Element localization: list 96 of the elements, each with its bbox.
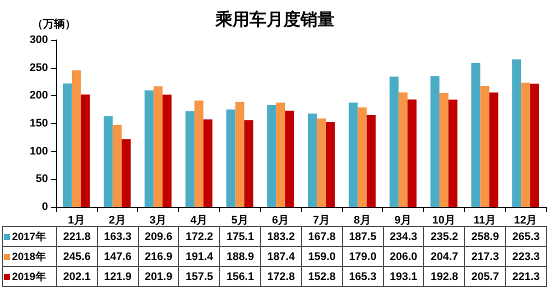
bar (122, 139, 131, 207)
x-tick-label: 3月 (150, 214, 167, 226)
bar (521, 82, 530, 207)
x-tick-label: 5月 (231, 214, 248, 226)
x-tick-label: 6月 (272, 214, 290, 226)
data-label: 165.3 (342, 266, 384, 286)
bar (316, 118, 326, 207)
x-tick-label: 12月 (514, 214, 538, 226)
bar (144, 90, 154, 207)
bar (80, 94, 90, 207)
bar (348, 102, 358, 207)
data-label: 234.3 (383, 226, 424, 246)
data-label: 245.6 (56, 246, 98, 266)
data-label: 183.2 (260, 226, 302, 246)
bar (366, 114, 376, 207)
bar (530, 84, 540, 207)
x-tick-label: 10月 (432, 214, 456, 226)
bar (203, 119, 212, 207)
legend-label: 2017年 (2, 226, 56, 246)
bar (112, 124, 122, 207)
data-label: 187.5 (342, 226, 384, 246)
data-label: 265.3 (506, 226, 546, 246)
data-label: 221.8 (56, 226, 98, 246)
x-tick-label: 2月 (108, 214, 126, 226)
y-tick-label: 250 (30, 62, 48, 74)
legend-label: 2019年 (2, 266, 56, 286)
data-label: 193.1 (383, 266, 424, 286)
data-label: 172.8 (260, 266, 302, 286)
data-label: 202.1 (56, 266, 98, 286)
bar (276, 102, 286, 207)
y-tick-label: 50 (36, 173, 48, 186)
bar (439, 93, 448, 207)
bar (358, 107, 367, 207)
y-tick-label: 0 (42, 201, 48, 213)
data-label: 192.8 (424, 266, 465, 286)
bar (471, 62, 480, 207)
y-tick-label: 300 (30, 34, 48, 46)
x-tick-label: 4月 (190, 214, 208, 226)
y-tick-label: 150 (30, 118, 48, 130)
bar (194, 100, 204, 207)
data-label: 204.7 (424, 246, 465, 266)
y-axis-title: （万辆） (32, 18, 76, 30)
data-label: 152.8 (301, 266, 342, 286)
data-label: 191.4 (178, 246, 220, 266)
x-tick-label: 1月 (68, 214, 85, 226)
bar (185, 111, 194, 207)
data-label: 216.9 (138, 246, 179, 266)
bar (398, 92, 408, 207)
data-label: 187.4 (260, 246, 302, 266)
x-tick-label: 11月 (473, 214, 496, 226)
bar (235, 102, 244, 207)
data-label: 188.9 (220, 246, 261, 266)
data-label: 217.3 (464, 246, 506, 266)
bar (448, 100, 458, 207)
bar (162, 94, 172, 207)
data-label: 121.9 (97, 266, 138, 286)
bar (512, 59, 522, 207)
data-label: 167.8 (301, 226, 342, 246)
data-label: 157.5 (178, 266, 220, 286)
data-label: 159.0 (301, 246, 342, 266)
data-label: 258.9 (464, 226, 506, 246)
bar (480, 86, 490, 207)
bar (430, 76, 440, 207)
data-label: 179.0 (342, 246, 384, 266)
data-label: 156.1 (220, 266, 261, 286)
bar (326, 122, 335, 207)
bar (408, 100, 417, 207)
data-label: 221.3 (506, 266, 546, 286)
x-tick-label: 9月 (394, 214, 412, 226)
bar (244, 120, 254, 207)
bar (104, 116, 113, 207)
data-label: 147.6 (97, 246, 138, 266)
data-label: 205.7 (464, 266, 506, 286)
bar (72, 70, 81, 207)
bar (267, 105, 276, 207)
bar (154, 86, 163, 207)
data-label: 175.1 (220, 226, 261, 246)
bar (62, 84, 72, 207)
data-label: 163.3 (97, 226, 138, 246)
bar (285, 110, 294, 207)
x-tick-label: 8月 (354, 214, 371, 226)
chart-title: 乘用车月度销量 (214, 10, 334, 29)
data-label: 235.2 (424, 226, 465, 246)
data-label: 223.3 (506, 246, 546, 266)
bar (308, 114, 317, 207)
data-label: 172.2 (178, 226, 220, 246)
legend-label: 2018年 (2, 246, 56, 266)
data-label: 201.9 (138, 266, 179, 286)
data-label: 209.6 (138, 226, 179, 246)
y-tick-label: 200 (30, 90, 48, 102)
bar (390, 76, 399, 207)
bar (226, 110, 236, 207)
bar (489, 92, 498, 207)
y-tick-label: 100 (30, 145, 48, 158)
x-tick-label: 7月 (312, 214, 330, 226)
data-label: 206.0 (383, 246, 424, 266)
